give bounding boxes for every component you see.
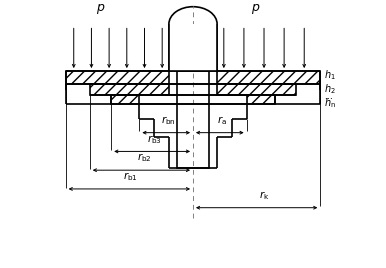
Text: $h_1$: $h_1$ <box>324 69 335 83</box>
Polygon shape <box>111 95 139 104</box>
Text: $r_{\rm b1}$: $r_{\rm b1}$ <box>123 170 138 183</box>
Text: $h_{\rm n}$: $h_{\rm n}$ <box>324 96 336 110</box>
Text: $r_{\rm bn}$: $r_{\rm bn}$ <box>161 114 176 127</box>
Text: $r_{\rm a}$: $r_{\rm a}$ <box>217 114 227 127</box>
Text: $r_{\rm k}$: $r_{\rm k}$ <box>259 189 270 202</box>
Polygon shape <box>217 71 320 84</box>
Polygon shape <box>66 71 169 84</box>
Text: $h_2$: $h_2$ <box>324 82 335 96</box>
Text: $r_{\rm b3}$: $r_{\rm b3}$ <box>147 133 162 146</box>
Polygon shape <box>90 84 169 95</box>
Polygon shape <box>247 95 275 104</box>
Polygon shape <box>217 84 296 95</box>
Text: $p$: $p$ <box>96 2 105 16</box>
Text: $p$: $p$ <box>251 2 261 16</box>
Polygon shape <box>177 71 209 168</box>
Polygon shape <box>169 24 217 71</box>
Text: $\cdot$$\cdot$$\cdot$: $\cdot$$\cdot$$\cdot$ <box>324 93 333 101</box>
Text: $r_{\rm b2}$: $r_{\rm b2}$ <box>137 151 151 164</box>
